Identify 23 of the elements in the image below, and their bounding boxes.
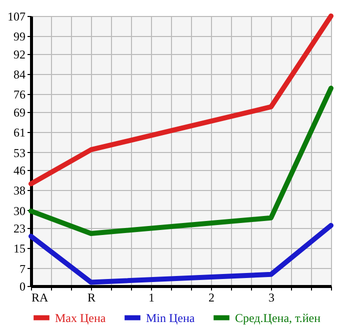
y-tick-label: 0 xyxy=(20,280,26,294)
y-tick-label: 23 xyxy=(14,221,26,236)
legend-label: Min Цена xyxy=(146,310,196,325)
legend-label: Max Цена xyxy=(55,310,106,325)
y-tick-label: 53 xyxy=(14,146,26,160)
y-tick-label: 30 xyxy=(14,204,26,218)
y-tick-label: 92 xyxy=(14,47,26,62)
y-tick-label: 46 xyxy=(14,163,26,178)
y-tick-label: 38 xyxy=(14,184,26,198)
x-tick-label: RA xyxy=(32,290,49,304)
y-tick-label: 69 xyxy=(14,105,26,120)
y-tick-label: 61 xyxy=(14,126,26,140)
x-tick-label: 3 xyxy=(268,290,274,304)
y-tick-label: 99 xyxy=(14,30,26,44)
y-tick-label: 76 xyxy=(14,88,26,102)
x-tick-label: 2 xyxy=(208,290,214,304)
y-tick-label: 15 xyxy=(14,242,26,256)
legend-label: Сред.Цена, т.йен xyxy=(235,310,322,325)
x-tick-label: 1 xyxy=(148,290,154,304)
y-tick-label: 84 xyxy=(14,68,26,82)
x-tick-label: R xyxy=(87,290,96,304)
y-tick-label: 107 xyxy=(8,10,26,24)
y-tick-label: 7 xyxy=(20,262,26,276)
